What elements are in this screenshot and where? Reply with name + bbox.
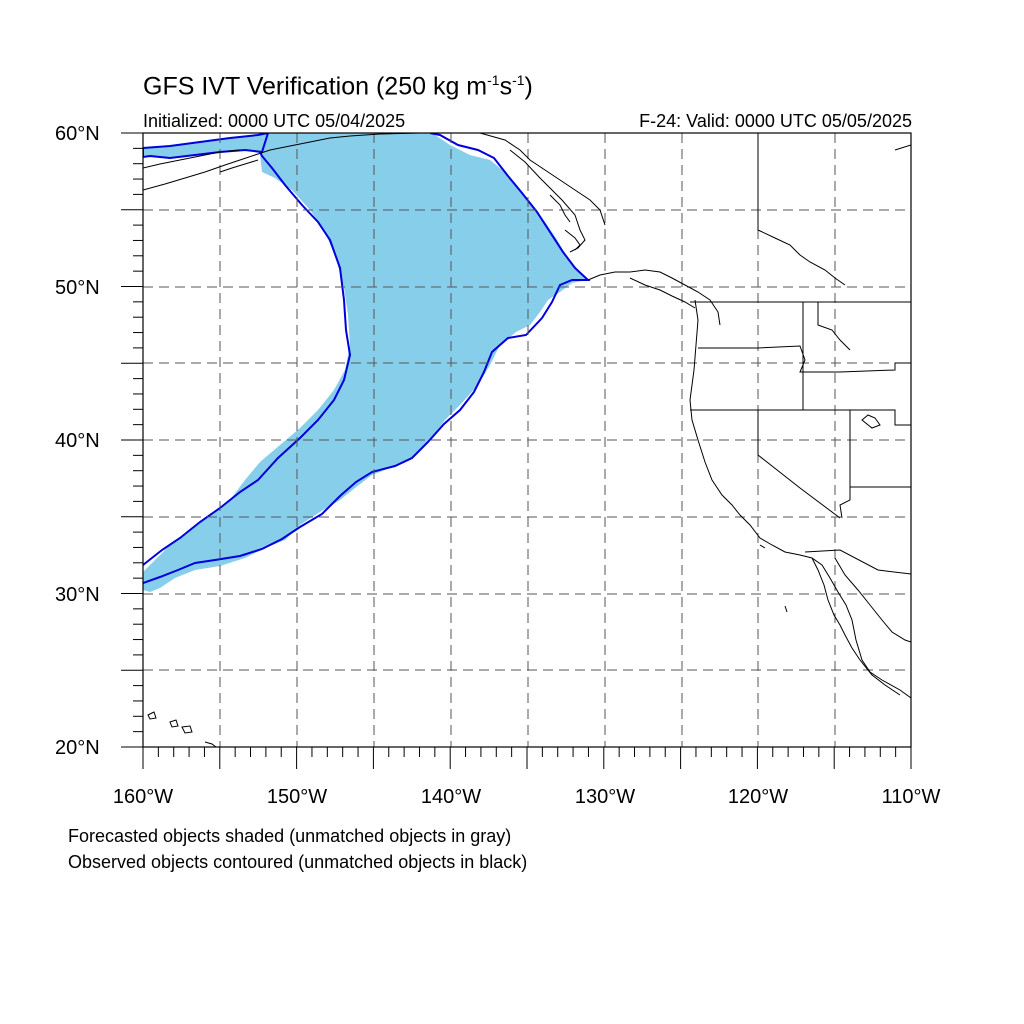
coastlines — [143, 133, 911, 747]
init-time-label: Initialized: 0000 UTC 05/04/2025 — [143, 111, 406, 131]
lon-label-160w: 160°W — [112, 786, 174, 808]
lon-label-150w: 150°W — [266, 786, 328, 808]
lon-label-110w: 110°W — [881, 786, 941, 808]
lon-label-140w: 140°W — [420, 786, 482, 808]
footnote-observed: Observed objects contoured (unmatched ob… — [68, 852, 528, 872]
observed-contour — [143, 133, 591, 584]
lat-label-60n: 60°N — [55, 123, 100, 145]
lat-label-20n: 20°N — [55, 737, 100, 759]
lat-label-30n: 30°N — [55, 584, 100, 606]
lat-label-40n: 40°N — [55, 430, 100, 452]
lat-label-50n: 50°N — [55, 277, 100, 299]
footnote-forecast: Forecasted objects shaded (unmatched obj… — [68, 826, 512, 846]
axis-ticks — [121, 132, 912, 769]
forecast-object — [143, 133, 586, 592]
lon-label-120w: 120°W — [727, 786, 789, 808]
valid-time-label: F-24: Valid: 0000 UTC 05/05/2025 — [639, 111, 912, 131]
chart-title: GFS IVT Verification (250 kg m-1s-1) — [143, 72, 533, 101]
forecast-object-north — [143, 133, 270, 160]
lon-label-130w: 130°W — [574, 786, 636, 808]
